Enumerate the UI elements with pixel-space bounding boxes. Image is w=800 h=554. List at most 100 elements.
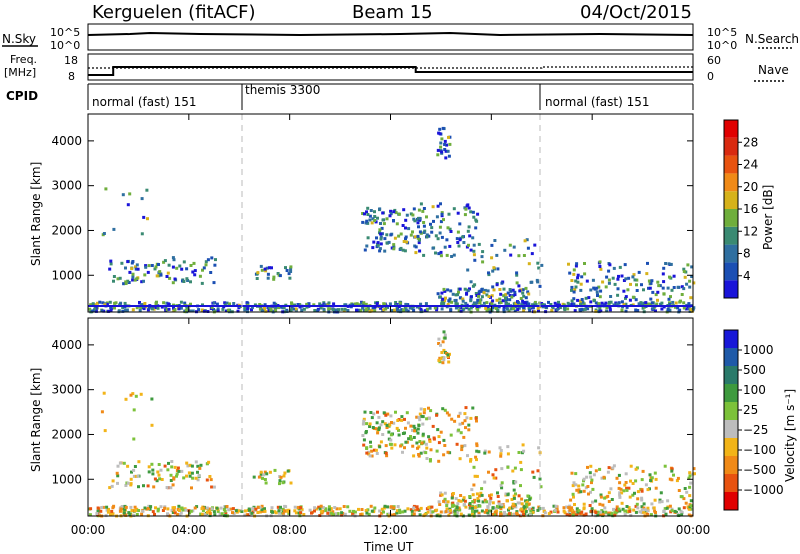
echo-point [100, 410, 104, 414]
echo-point [366, 508, 370, 512]
echo-point [506, 465, 510, 469]
echo-point [149, 505, 153, 509]
echo-point [586, 485, 590, 488]
echo-point [373, 210, 376, 214]
echo-point [430, 230, 434, 234]
echo-point [597, 302, 601, 306]
echo-point [274, 511, 278, 515]
echo-point [404, 308, 408, 312]
echo-point [553, 508, 557, 512]
echo-point [405, 213, 409, 217]
echo-point [382, 308, 386, 312]
echo-point [337, 308, 340, 312]
echo-point [467, 243, 470, 247]
nave-label: Nave [758, 63, 789, 77]
echo-point [507, 302, 510, 306]
echo-point [680, 511, 684, 515]
echo-point [404, 426, 407, 430]
echo-point [649, 479, 653, 482]
echo-point [521, 299, 525, 303]
echo-point [652, 506, 656, 510]
echo-point [344, 303, 348, 307]
echo-point [507, 508, 510, 512]
echo-point [576, 298, 580, 302]
echo-point [452, 253, 456, 257]
power-x-ticks [87, 114, 694, 312]
echo-point [593, 299, 596, 303]
echo-point [291, 307, 295, 311]
echo-point [532, 475, 536, 479]
colorbar-tick: −25 [743, 423, 768, 437]
echo-point [362, 301, 366, 305]
echo-point [96, 506, 100, 510]
echo-point [382, 506, 386, 510]
echo-point [302, 307, 306, 311]
echo-point [392, 243, 396, 247]
echo-point [501, 299, 505, 303]
echo-point [512, 513, 516, 517]
echo-point [180, 506, 184, 510]
echo-point [171, 281, 175, 285]
echo-point [686, 263, 690, 267]
echo-point [437, 252, 441, 256]
echo-point [599, 267, 603, 271]
echo-point [283, 504, 287, 508]
echo-point [415, 441, 419, 445]
echo-point [485, 309, 489, 312]
echo-point [189, 264, 193, 267]
echo-point [589, 464, 593, 468]
echo-point [446, 450, 450, 454]
echo-point [168, 276, 172, 280]
echo-point [394, 211, 398, 215]
echo-point [570, 288, 573, 292]
echo-point [475, 444, 479, 448]
echo-point [589, 490, 592, 494]
echo-point [580, 298, 584, 301]
echo-point [273, 468, 277, 472]
echo-point [457, 499, 461, 503]
echo-point [210, 256, 214, 260]
echo-point [458, 457, 462, 461]
echo-point [163, 464, 167, 468]
echo-point [319, 306, 323, 310]
echo-point [170, 460, 174, 463]
echo-point [608, 308, 612, 312]
echo-point [514, 301, 518, 305]
echo-point [414, 251, 418, 255]
echo-point [431, 424, 435, 428]
echo-point [365, 244, 369, 248]
echo-point [599, 493, 603, 497]
echo-point [122, 511, 126, 515]
echo-point [260, 504, 264, 508]
echo-point [580, 510, 584, 514]
echo-point [411, 428, 414, 432]
echo-point [422, 411, 426, 415]
echo-point [312, 303, 316, 307]
echo-point [177, 504, 181, 508]
echo-point [463, 287, 467, 291]
echo-point [480, 288, 484, 292]
echo-point [441, 361, 445, 365]
echo-point [625, 505, 629, 508]
echo-point [255, 277, 259, 280]
x-tick-label: 16:00 [474, 523, 509, 537]
echo-point [658, 498, 662, 502]
echo-point [446, 500, 450, 504]
echo-point [616, 293, 620, 297]
echo-point [147, 465, 151, 469]
echo-point [495, 283, 499, 287]
echo-point [517, 284, 521, 288]
echo-point [480, 255, 484, 259]
echo-point [446, 355, 450, 358]
echo-point [520, 507, 524, 511]
echo-point [613, 513, 617, 517]
echo-point [605, 275, 609, 279]
echo-point [346, 505, 350, 509]
echo-point [462, 503, 466, 507]
colorbar-tick: −500 [743, 463, 776, 477]
echo-point [676, 285, 680, 289]
echo-point [488, 499, 492, 503]
echo-point [409, 508, 413, 512]
echo-point [601, 510, 605, 514]
echo-point [589, 300, 593, 304]
